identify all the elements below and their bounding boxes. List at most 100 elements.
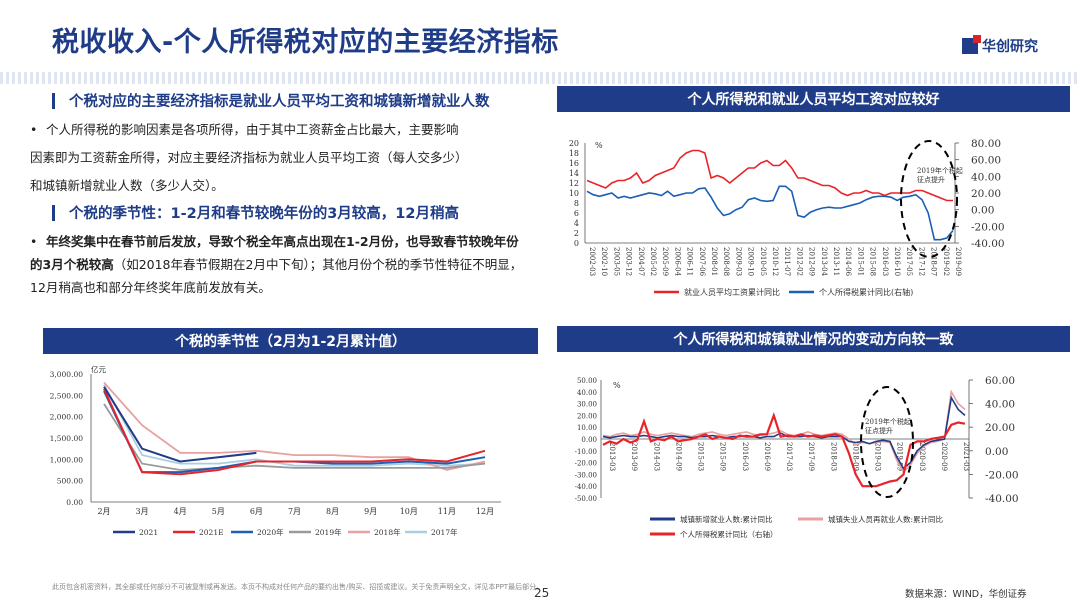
x-tick-label: 12月 — [476, 507, 494, 516]
series-line-2021E — [103, 388, 486, 476]
x-tick-label: 2015-03 — [697, 442, 705, 471]
right-tick-label: 40.00 — [971, 171, 1001, 183]
x-tick-label: 2011-07 — [783, 247, 791, 276]
left-tick-label: 16 — [569, 159, 579, 168]
legend-label: 就业人员平均工资累计同比 — [684, 287, 780, 297]
x-tick-label: 2018-03 — [829, 442, 837, 471]
right-tick-label: 0.00 — [985, 446, 1008, 458]
left-tick-label: 6 — [574, 209, 579, 218]
x-tick-label: 2006-11 — [686, 247, 694, 276]
left-tick-label: -40.00 — [575, 483, 597, 491]
x-tick-label: 5月 — [212, 507, 225, 516]
x-tick-label: 2002-03 — [588, 247, 596, 276]
x-tick-label: 2010-12 — [771, 247, 779, 276]
x-tick-label: 2008-08 — [722, 247, 730, 276]
x-tick-label: 2007-06 — [698, 247, 706, 277]
left-tick-label: 0 — [574, 239, 579, 248]
right-tick-label: 20.00 — [985, 422, 1015, 434]
x-tick-label: 2020-09 — [940, 442, 948, 471]
right-tick-label: -20.00 — [985, 469, 1019, 481]
x-tick-label: 2017-05 — [905, 247, 913, 276]
x-tick-label: 2019-09 — [954, 247, 962, 276]
series-line-wage — [586, 149, 953, 202]
x-tick-label: 11月 — [438, 507, 456, 516]
x-tick-label: 2013-11 — [832, 247, 840, 276]
series-line-2018年 — [103, 381, 486, 471]
left-tick-label: -30.00 — [575, 471, 597, 479]
left-tick-label: 10.00 — [577, 424, 597, 432]
series-line-2017年 — [103, 384, 486, 467]
left-unit-label: % — [595, 141, 603, 150]
left-tick-label: -50.00 — [575, 495, 597, 503]
left-tick-label: 2 — [574, 229, 579, 238]
page-title: 税收收入-个人所得税对应的主要经济指标 — [52, 27, 559, 58]
x-tick-label: 2010-05 — [759, 247, 767, 276]
x-tick-label: 6月 — [250, 507, 263, 516]
paragraph-emphasis: 年终奖集中在春节前后发放，导致个税全年高点出现在1-2月份，也导致春节较晚年份的… — [30, 234, 519, 272]
x-tick-label: 7月 — [288, 507, 301, 516]
legend-label: 城镇新增就业人数:累计同比 — [680, 514, 773, 524]
paragraph-line: 和城镇新增就业人数（多少人交）。 — [30, 178, 224, 193]
x-tick-label: 2004-07 — [637, 247, 645, 276]
series-line-2019年 — [103, 403, 486, 471]
right-tick-label: 0.00 — [971, 205, 994, 217]
paragraph-line: 因素即为工资薪金所得，对应主要经济指标为就业人员平均工资（每人交多少） — [30, 150, 468, 165]
x-tick-label: 2015-08 — [869, 247, 877, 276]
left-tick-label: 20 — [569, 139, 579, 148]
annotation-text: 征点提升 — [917, 175, 945, 184]
x-tick-label: 2008-01 — [710, 247, 718, 276]
x-tick-label: 2月 — [97, 507, 110, 516]
series-line-2021 — [103, 386, 257, 463]
y-tick-label: 500.00 — [57, 477, 83, 486]
brand-logo: 华创研究 — [962, 35, 1038, 56]
left-tick-label: 12 — [569, 179, 579, 188]
annotation-text: 征点提升 — [865, 426, 893, 435]
x-tick-label: 4月 — [174, 507, 187, 516]
left-tick-label: 8 — [574, 199, 579, 208]
legend-label: 2019年 — [315, 527, 342, 537]
x-tick-label: 2017-12 — [917, 247, 925, 276]
chart2-header: 个税的季节性（2月为1-2月累计值） — [43, 328, 538, 354]
x-tick-label: 2005-02 — [649, 247, 657, 276]
x-tick-label: 2017-03 — [785, 442, 793, 471]
right-tick-label: 80.00 — [971, 138, 1001, 150]
x-tick-label: 2014-09 — [674, 442, 682, 471]
y-tick-label: 1,500.00 — [50, 434, 84, 443]
page-number: 25 — [534, 586, 550, 600]
x-tick-label: 2013-09 — [630, 442, 638, 471]
legend-label: 2021 — [139, 528, 158, 537]
x-tick-label: 2015-09 — [719, 442, 727, 471]
x-tick-label: 2016-03 — [741, 442, 749, 471]
section-heading-text: 个税对应的主要经济指标是就业人员平均工资和城镇新增就业人数 — [69, 94, 490, 110]
legend-label: 2021E — [199, 528, 224, 537]
bullet-icon: • — [30, 122, 38, 137]
x-tick-label: 2019-09 — [896, 442, 904, 471]
brand-logo-icon — [962, 35, 981, 54]
left-tick-label: 14 — [569, 169, 579, 178]
chart-tax-vs-employment: -50.00 -40.00 -30.00 -20.00 -10.00 0.00 10.00 2… — [575, 375, 1019, 539]
left-tick-label: 18 — [569, 149, 579, 158]
x-tick-label: 2018-09 — [851, 442, 859, 471]
chart3-header: 个人所得税和城镇就业情况的变动方向较一致 — [557, 326, 1070, 352]
series-line-tax — [586, 185, 954, 241]
annotation-ellipse — [860, 386, 914, 498]
right-tick-label: 60.00 — [985, 375, 1015, 387]
x-tick-label: 2015-01 — [856, 247, 864, 276]
left-tick-label: 40.00 — [577, 389, 597, 397]
bullet-icon: • — [30, 234, 38, 249]
section-heading-text: 个税的季节性：1-2月和春节较晚年份的3月较高，12月稍高 — [69, 206, 459, 222]
left-tick-label: 50.00 — [577, 377, 597, 385]
left-tick-label: -10.00 — [575, 448, 597, 456]
x-tick-label: 2013-04 — [820, 247, 828, 277]
x-tick-label: 2012-09 — [808, 247, 816, 276]
x-tick-label: 2019-03 — [874, 442, 882, 471]
chart-tax-seasonality: 0.00 500.00 1,000.00 1,500.00 2,000.00 2,500.… — [50, 364, 501, 537]
annotation-ellipse — [900, 140, 958, 258]
x-tick-label: 2016-10 — [893, 247, 901, 276]
x-tick-label: 2020-03 — [918, 442, 926, 471]
y-tick-label: 2,500.00 — [50, 391, 84, 400]
right-tick-label: -20.00 — [971, 221, 1005, 233]
y-tick-label: 1,000.00 — [50, 455, 84, 464]
x-tick-label: 8月 — [326, 507, 339, 516]
